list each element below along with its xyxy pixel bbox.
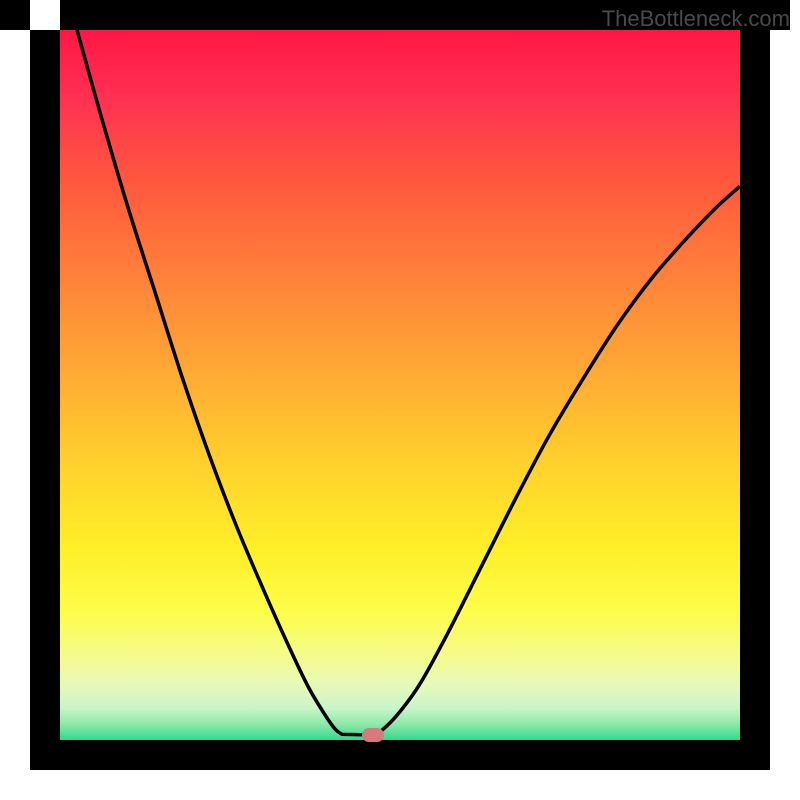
plot-area [60, 30, 740, 740]
watermark-text: TheBottleneck.com [602, 6, 790, 32]
minimum-marker [362, 728, 384, 742]
frame-corner [0, 0, 30, 30]
bottleneck-curve [60, 30, 740, 740]
chart-container: TheBottleneck.com [0, 0, 800, 800]
